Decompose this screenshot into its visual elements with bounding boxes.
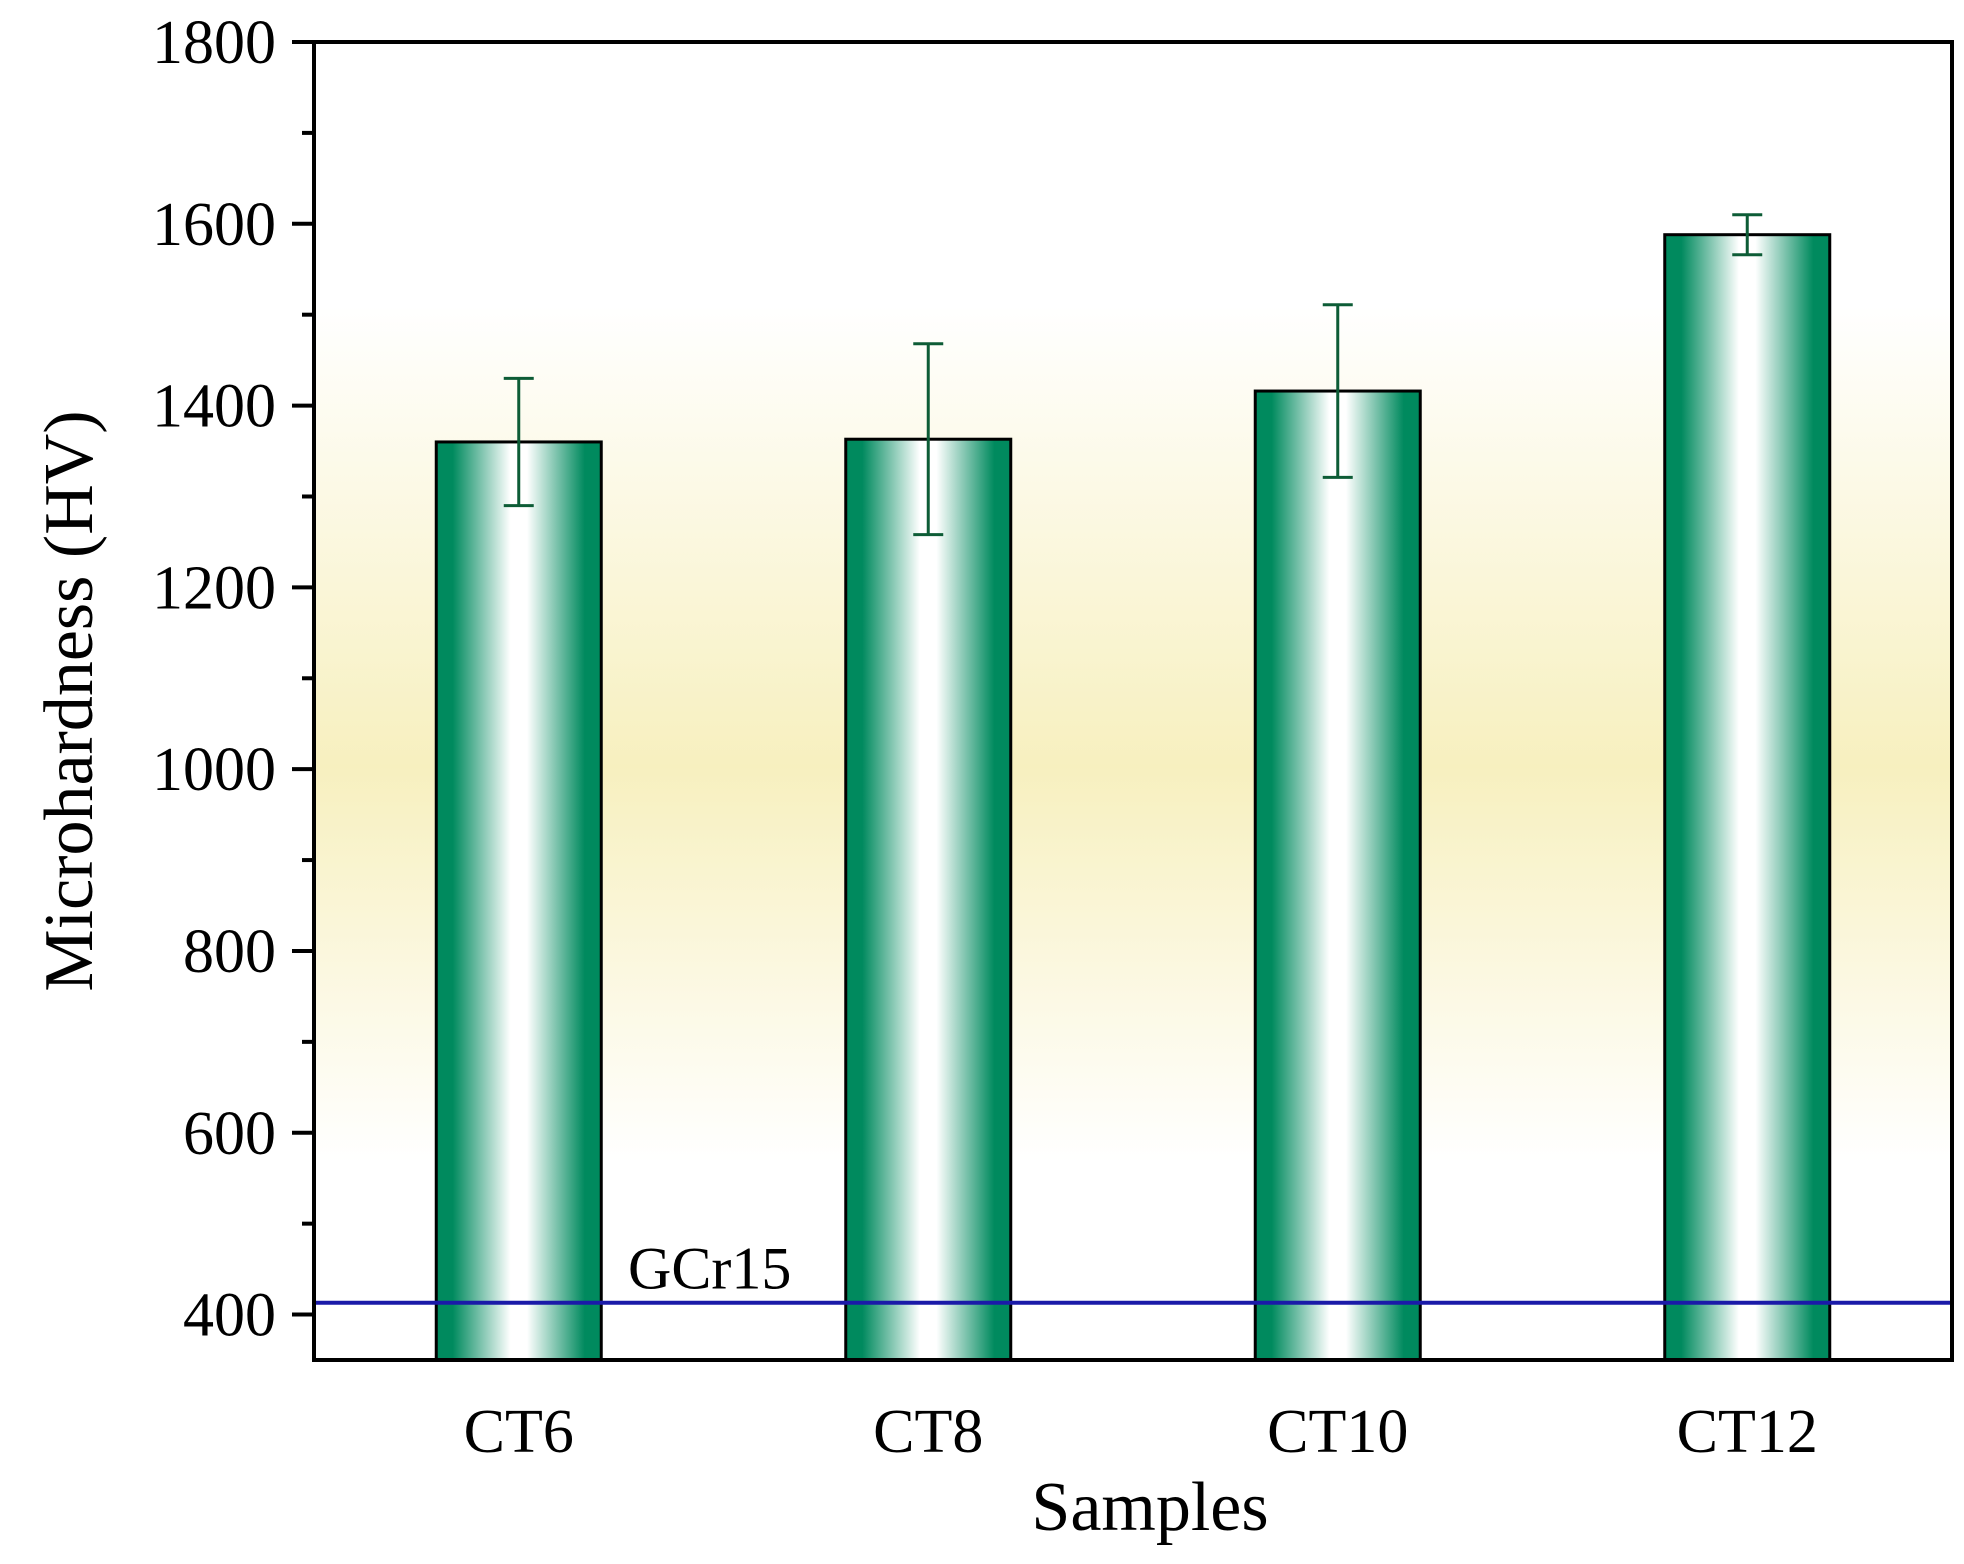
x-tick-label-ct8: CT8 [873, 1398, 983, 1466]
x-tick-label-ct6: CT6 [464, 1398, 574, 1466]
y-tick-label-1200: 1200 [152, 554, 276, 622]
bars-layer [434, 233, 1832, 1362]
bar-ct10 [1253, 389, 1422, 1362]
y-axis-title: Microhardness (HV) [31, 410, 108, 991]
bar-ct6 [434, 440, 603, 1362]
bar-ct12 [1663, 233, 1832, 1362]
y-tick-label-1800: 1800 [152, 9, 276, 77]
y-tick-label-1000: 1000 [152, 736, 276, 804]
y-axis: 400 600 800 1000 1200 1400 1600 1800 [152, 9, 314, 1350]
x-tick-label-ct10: CT10 [1267, 1398, 1408, 1466]
y-tick-label-1400: 1400 [152, 373, 276, 441]
error-bar-ct12 [1732, 213, 1763, 257]
y-tick-label-600: 600 [183, 1100, 276, 1168]
gcr15-label: GCr15 [628, 1236, 791, 1302]
error-bar-ct8 [913, 342, 944, 537]
y-tick-label-1600: 1600 [152, 191, 276, 259]
plot-frame [312, 40, 1954, 1362]
y-tick-label-400: 400 [183, 1282, 276, 1350]
x-axis: CT6 CT8 CT10 CT12 [464, 1398, 1818, 1466]
error-bar-ct6 [503, 376, 534, 508]
error-bars-layer [503, 213, 1763, 537]
error-bar-ct10 [1322, 303, 1353, 479]
x-axis-title: Samples [1031, 1469, 1268, 1546]
x-tick-label-ct12: CT12 [1677, 1398, 1818, 1466]
y-tick-label-800: 800 [183, 918, 276, 986]
bar-ct8 [844, 437, 1013, 1362]
